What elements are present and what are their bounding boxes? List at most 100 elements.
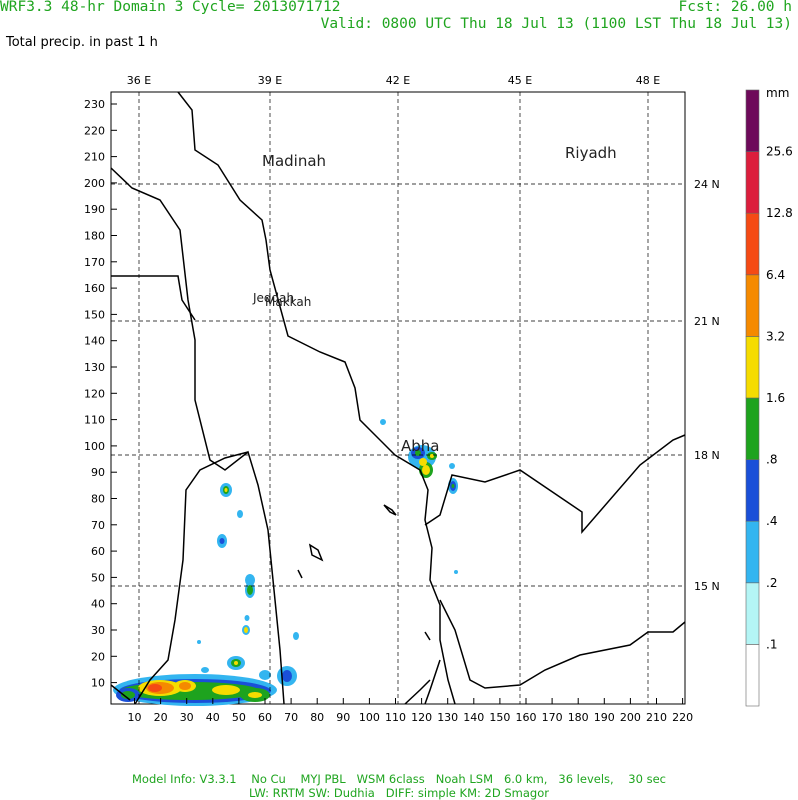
colorbar-swatch <box>745 274 760 337</box>
left-tick-label: 110 <box>84 414 105 427</box>
bottom-tick-label: 10 <box>128 711 142 724</box>
bottom-tick-label: 210 <box>646 711 667 724</box>
top-lon-label: 42 E <box>386 74 410 87</box>
yemen-south-coast <box>439 599 686 689</box>
bottom-tick-label: 160 <box>516 711 537 724</box>
left-tick-label: 40 <box>91 598 105 611</box>
bottom-tick-label: 170 <box>542 711 563 724</box>
lat-lon-grid <box>111 92 685 704</box>
top-lon-label: 48 E <box>636 74 660 87</box>
left-tick-label: 90 <box>91 466 105 479</box>
place-abha: Abha <box>401 437 439 455</box>
model-info-line2: LW: RRTM SW: Dudhia DIFF: simple KM: 2D … <box>249 786 549 800</box>
bottom-tick-label: 40 <box>206 711 220 724</box>
yemen-border <box>424 434 686 535</box>
colorbar-label: 12.8 <box>766 206 793 220</box>
bottom-axis-ticks: 10 20 30 40 50 60 70 80 90 100 110 120 130 140 150 160 1… <box>128 698 693 724</box>
colorbar-swatch <box>745 336 760 399</box>
top-lon-label: 45 E <box>508 74 532 87</box>
colorbar-swatch <box>745 151 760 214</box>
left-tick-label: 120 <box>84 387 105 400</box>
colorbar-label: .4 <box>766 514 777 528</box>
right-lat-label: 24 N <box>694 178 720 191</box>
bottom-tick-label: 200 <box>620 711 641 724</box>
left-tick-label: 200 <box>84 177 105 190</box>
right-lat-label: 18 N <box>694 449 720 462</box>
model-info-line1: Model Info: V3.3.1 No Cu MYJ PBL WSM 6cl… <box>132 772 666 786</box>
top-lon-label: 39 E <box>258 74 282 87</box>
bottom-tick-label: 30 <box>180 711 194 724</box>
bottom-tick-label: 140 <box>463 711 484 724</box>
east-african-coast <box>110 167 285 705</box>
colorbar-label: .1 <box>766 637 777 651</box>
colorbar-label: .2 <box>766 576 777 590</box>
left-tick-label: 150 <box>84 308 105 321</box>
left-tick-label: 230 <box>84 98 105 111</box>
left-tick-label: 140 <box>84 335 105 348</box>
place-makkah: Makkah <box>265 295 311 309</box>
precip-cells-abha <box>380 419 458 574</box>
colorbar-swatch <box>745 459 760 522</box>
valid-time: Valid: 0800 UTC Thu 18 Jul 13 (1100 LST … <box>320 16 792 32</box>
colorbar-unit: mm <box>766 86 789 100</box>
colorbar-label: 3.2 <box>766 329 785 343</box>
bottom-tick-label: 100 <box>359 711 380 724</box>
bottom-tick-label: 80 <box>310 711 324 724</box>
colorbar-swatch <box>745 582 760 645</box>
colorbar-swatch <box>745 644 760 707</box>
colorbar-label: .8 <box>766 453 777 467</box>
right-lat-label: 21 N <box>694 315 720 328</box>
bottom-tick-label: 90 <box>336 711 350 724</box>
bottom-tick-label: 190 <box>594 711 615 724</box>
colorbar-swatch <box>745 397 760 460</box>
bottom-tick-label: 220 <box>672 711 693 724</box>
place-madinah: Madinah <box>262 152 326 170</box>
djibouti-coast <box>110 684 131 701</box>
colorbar-swatch <box>745 212 760 276</box>
left-tick-label: 100 <box>84 440 105 453</box>
model-cycle-title: WRF3.3 48-hr Domain 3 Cycle= 2013071712 <box>0 0 341 15</box>
place-riyadh: Riyadh <box>565 144 617 162</box>
top-lon-labels: 36 E 39 E 42 E 45 E 48 E <box>127 74 660 87</box>
left-tick-label: 20 <box>91 650 105 663</box>
place-jeddah: Jeddah <box>252 291 294 305</box>
right-lat-label: 15 N <box>694 580 720 593</box>
colorbar-swatch <box>745 520 760 584</box>
west-coastline <box>177 91 456 705</box>
forecast-hour: Fcst: 26.00 h <box>678 0 793 15</box>
field-title: Total precip. in past 1 h <box>6 35 158 50</box>
bottom-tick-label: 130 <box>437 711 458 724</box>
left-tick-label: 130 <box>84 361 105 374</box>
eritrea-border <box>134 451 249 705</box>
sudan-border <box>111 275 196 321</box>
somalia-coast <box>404 679 431 705</box>
precip-colorbar: .1 .2 .4 .8 1.6 3.2 6.4 12.8 25.6 <box>745 89 793 707</box>
bottom-tick-label: 50 <box>232 711 246 724</box>
bottom-tick-label: 150 <box>489 711 510 724</box>
bottom-tick-label: 110 <box>385 711 406 724</box>
left-tick-label: 30 <box>91 624 105 637</box>
left-tick-label: 10 <box>91 677 105 690</box>
precip-south-band <box>113 656 297 706</box>
left-tick-label: 50 <box>91 571 105 584</box>
colorbar-label: 1.6 <box>766 391 785 405</box>
bottom-tick-label: 70 <box>284 711 298 724</box>
left-tick-label: 180 <box>84 230 105 243</box>
colorbar-label: 6.4 <box>766 268 785 282</box>
precip-field <box>113 419 458 706</box>
left-tick-label: 220 <box>84 124 105 137</box>
bottom-tick-label: 120 <box>411 711 432 724</box>
bottom-tick-label: 180 <box>568 711 589 724</box>
colorbar-label: 25.6 <box>766 145 793 159</box>
precip-cells-west <box>197 483 299 644</box>
left-tick-label: 190 <box>84 203 105 216</box>
left-tick-label: 210 <box>84 151 105 164</box>
left-tick-label: 80 <box>91 493 105 506</box>
boundary-lines <box>110 91 686 705</box>
left-axis-ticks: 230 220 210 200 190 180 170 160 150 140 130 120 110 1… <box>84 98 117 690</box>
left-tick-label: 70 <box>91 519 105 532</box>
gulf-of-aden-coast <box>424 659 441 705</box>
left-tick-label: 160 <box>84 282 105 295</box>
left-tick-label: 60 <box>91 545 105 558</box>
